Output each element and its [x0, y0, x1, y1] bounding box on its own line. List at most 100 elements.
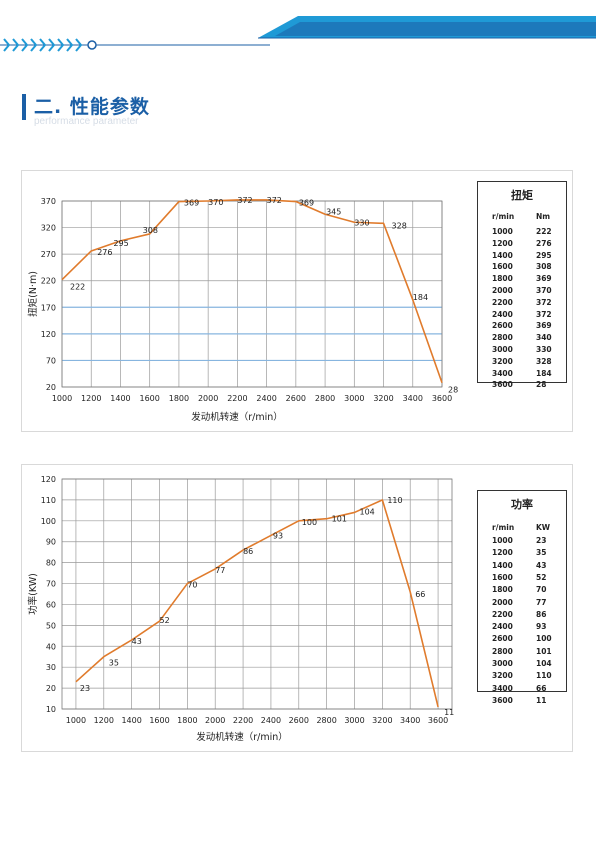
- table-cell-rpm: 3600: [492, 695, 513, 705]
- table-cell-value: 328: [536, 356, 552, 366]
- section-subtitle: performance parameter: [34, 116, 139, 127]
- y-axis-label: 功率(KW): [27, 573, 39, 615]
- x-tick-label: 3200: [372, 716, 392, 725]
- y-tick-label: 110: [41, 496, 56, 505]
- y-tick-label: 70: [46, 580, 56, 589]
- table-cell-value: 11: [536, 695, 547, 705]
- y-tick-label: 60: [46, 600, 56, 609]
- table-cell-rpm: 3600: [492, 380, 513, 390]
- table-cell-rpm: 2000: [492, 286, 513, 295]
- data-label: 66: [415, 590, 425, 599]
- table-row: 1200 276: [478, 239, 566, 250]
- x-tick-label: 1800: [169, 394, 189, 403]
- table-cell-rpm: 3400: [492, 368, 513, 378]
- table-cell-rpm: 2400: [492, 622, 513, 632]
- table-cell-value: 86: [536, 609, 547, 619]
- y-tick-label: 100: [41, 517, 56, 526]
- table-row: 2600 100: [478, 634, 566, 645]
- torque-table-header-value: Nm: [536, 212, 551, 221]
- y-tick-label: 170: [41, 303, 56, 312]
- table-row: 1800 70: [478, 585, 566, 596]
- x-tick-label: 1600: [149, 716, 169, 725]
- x-axis-label: 发动机转速（r/min）: [191, 411, 283, 423]
- x-tick-label: 2200: [227, 394, 247, 403]
- table-cell-value: 110: [536, 671, 552, 681]
- x-tick-label: 3600: [428, 716, 448, 725]
- x-tick-label: 2800: [316, 716, 336, 725]
- data-label: 345: [326, 207, 341, 216]
- table-row: 2800 101: [478, 647, 566, 658]
- table-cell-value: 66: [536, 683, 547, 693]
- data-label: 372: [237, 196, 252, 205]
- title-accent-bar: [22, 94, 26, 120]
- table-cell-rpm: 2000: [492, 597, 513, 607]
- x-tick-label: 1600: [140, 394, 160, 403]
- table-row: 1000 23: [478, 536, 566, 547]
- y-tick-label: 220: [41, 277, 56, 286]
- power-chart-plot: 1000 1200 1400 1600 1800 2000 2200 2400 2600 2800…: [27, 475, 454, 743]
- x-tick-label: 1200: [81, 394, 101, 403]
- table-cell-value: 104: [536, 659, 552, 668]
- table-cell-value: 295: [536, 250, 552, 260]
- table-cell-value: 35: [536, 548, 547, 558]
- torque-table-header: r/min Nm: [478, 212, 566, 223]
- table-row: 1800 369: [478, 274, 566, 285]
- data-label: 86: [243, 547, 253, 556]
- data-label: 28: [448, 386, 458, 395]
- x-tick-label: 1400: [110, 394, 130, 403]
- table-row: 3600 28: [478, 380, 566, 391]
- power-table-header-value: KW: [536, 523, 551, 532]
- y-tick-label: 10: [46, 705, 56, 714]
- table-cell-rpm: 1200: [492, 548, 513, 558]
- table-cell-value: 370: [536, 286, 552, 295]
- x-tick-label: 2200: [233, 716, 253, 725]
- table-cell-value: 28: [536, 380, 547, 390]
- x-tick-label: 2600: [286, 394, 306, 403]
- x-tick-label: 3400: [403, 394, 423, 403]
- data-label: 222: [70, 283, 85, 292]
- table-cell-rpm: 1200: [492, 238, 513, 248]
- torque-table: 扭矩 r/min Nm 1000 222 1200 276 1400 295 1600 308…: [477, 181, 567, 389]
- table-cell-value: 23: [536, 536, 547, 545]
- table-cell-rpm: 1000: [492, 536, 513, 545]
- y-tick-label: 370: [41, 197, 56, 206]
- table-cell-rpm: 2200: [492, 297, 513, 307]
- data-label: 93: [273, 531, 283, 540]
- table-cell-value: 308: [536, 262, 552, 272]
- data-label: 295: [113, 239, 128, 248]
- x-tick-label: 2400: [256, 394, 276, 403]
- y-tick-label: 20: [46, 684, 56, 693]
- table-row: 2200 372: [478, 298, 566, 309]
- table-cell-rpm: 3000: [492, 345, 513, 354]
- table-cell-rpm: 1400: [492, 250, 513, 260]
- table-cell-rpm: 2600: [492, 634, 513, 644]
- y-tick-label: 50: [46, 621, 56, 630]
- data-label: 43: [132, 637, 142, 646]
- x-tick-label: 2800: [315, 394, 335, 403]
- torque-chart: 1000 1200 1400 1600 1800 2000 2200 2400 2600 2800…: [21, 170, 573, 432]
- x-tick-label: 3600: [432, 394, 452, 403]
- section-title: 二. 性能参数: [34, 96, 150, 118]
- y-tick-label: 90: [46, 538, 56, 547]
- table-cell-value: 77: [536, 597, 547, 607]
- header-decoration: [0, 16, 596, 52]
- torque-table-header-rpm: r/min: [492, 212, 515, 221]
- y-axis-label: 扭矩(N·m): [27, 271, 39, 317]
- table-cell-value: 93: [536, 622, 547, 632]
- y-tick-label: 30: [46, 663, 56, 672]
- plot-area: [61, 478, 453, 710]
- table-row: 2400 372: [478, 310, 566, 321]
- data-label: 35: [109, 659, 119, 668]
- y-tick-label: 20: [46, 383, 56, 392]
- table-row: 3000 104: [478, 659, 566, 670]
- data-label: 104: [360, 507, 375, 516]
- data-label: 52: [160, 616, 170, 625]
- table-cell-rpm: 1800: [492, 274, 513, 284]
- x-tick-label: 3400: [400, 716, 420, 725]
- x-tick-label: 1400: [121, 716, 141, 725]
- table-row: 1600 52: [478, 573, 566, 584]
- table-cell-value: 52: [536, 572, 547, 582]
- data-label: 11: [444, 708, 454, 717]
- x-tick-label: 1200: [94, 716, 114, 725]
- table-row: 2800 340: [478, 333, 566, 344]
